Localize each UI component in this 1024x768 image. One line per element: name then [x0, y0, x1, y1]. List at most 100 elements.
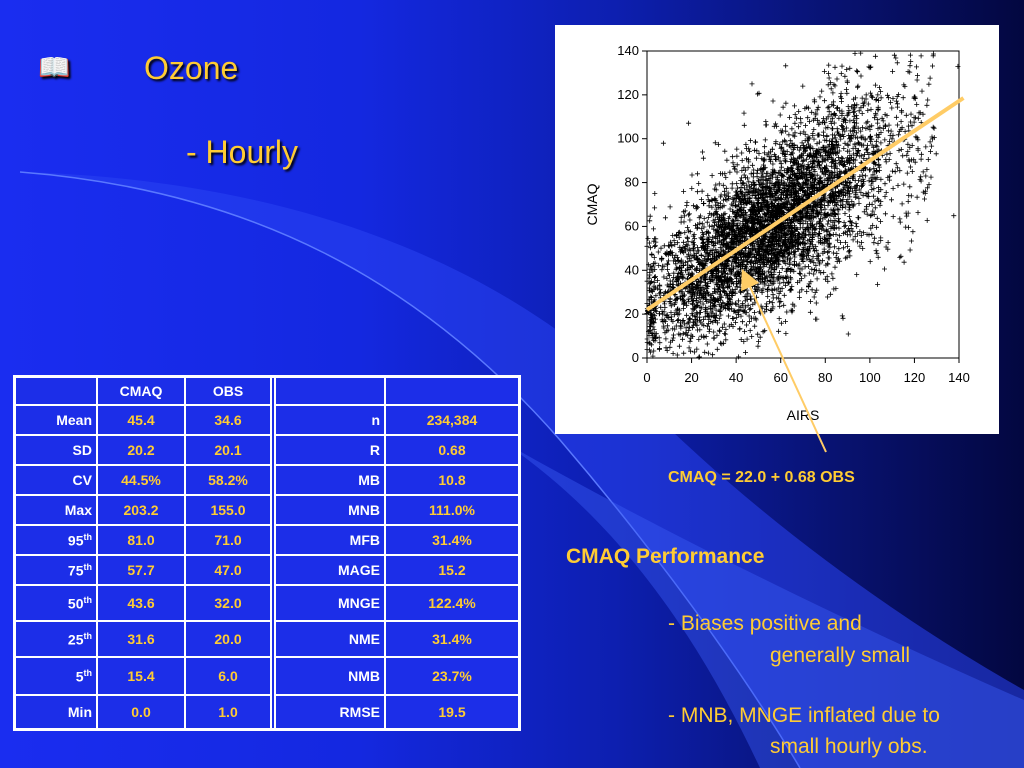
regression-equation: CMAQ = 22.0 + 0.68 OBS	[668, 469, 855, 486]
statistics-table: CMAQ OBS Mean 45.4 34.6 n 234,384 SD 20.2 20.1 R…	[13, 375, 521, 731]
metric-label: n	[274, 404, 386, 436]
metric-label: MFB	[274, 524, 386, 556]
x-tick-label: 0	[643, 370, 650, 385]
metric-label: MAGE	[274, 554, 386, 586]
row-label-suffix: th	[83, 531, 93, 542]
y-tick-label: 60	[625, 218, 639, 233]
row-label-text: 5	[75, 668, 84, 685]
metric-value: 10.8	[384, 464, 521, 496]
metric-value: 23.7%	[384, 656, 521, 696]
obs-value: 155.0	[184, 494, 272, 526]
y-tick-label: 140	[617, 43, 639, 58]
header-value-blank	[384, 375, 521, 406]
table-gap	[270, 657, 276, 695]
row-label-suffix: th	[83, 594, 93, 605]
metric-label: NMB	[274, 656, 386, 696]
cmaq-value: 0.0	[96, 694, 186, 730]
scatter-plot: 0 20 40 60 80 100 120 140 0 20 40 60 80 100 120 140 AIRS…	[555, 25, 999, 434]
obs-value: 71.0	[184, 524, 272, 556]
metric-value: 31.4%	[384, 620, 521, 658]
table-gap	[270, 555, 276, 585]
row-label: 50th	[13, 584, 98, 622]
metric-value: 122.4%	[384, 584, 521, 622]
row-label: 75th	[13, 554, 98, 586]
table-gap	[270, 621, 276, 657]
metric-label: RMSE	[274, 694, 386, 730]
obs-value: 20.1	[184, 434, 272, 466]
obs-value: 34.6	[184, 404, 272, 436]
table-row: 50th 43.6 32.0 MNGE 122.4%	[13, 584, 521, 622]
row-label-text: 75	[67, 562, 84, 579]
row-label-suffix: th	[83, 630, 93, 641]
table-gap	[270, 495, 276, 525]
row-label-text: Min	[67, 703, 92, 720]
metric-value: 0.68	[384, 434, 521, 466]
metric-value: 15.2	[384, 554, 521, 586]
table-row: Mean 45.4 34.6 n 234,384	[13, 404, 521, 436]
cmaq-value: 45.4	[96, 404, 186, 436]
row-label: CV	[13, 464, 98, 496]
table-row: Min 0.0 1.0 RMSE 19.5	[13, 694, 521, 730]
obs-value: 1.0	[184, 694, 272, 730]
cmaq-value: 20.2	[96, 434, 186, 466]
row-label-suffix: th	[83, 561, 93, 572]
row-label: 95th	[13, 524, 98, 556]
slide-subtitle: - Hourly	[186, 134, 299, 170]
performance-bullet-1: - Biases positive and	[668, 612, 862, 635]
y-tick-label: 80	[625, 175, 639, 190]
obs-value: 6.0	[184, 656, 272, 696]
cmaq-value: 43.6	[96, 584, 186, 622]
row-label: 5th	[13, 656, 98, 696]
x-tick-label: 80	[818, 370, 832, 385]
cmaq-value: 44.5%	[96, 464, 186, 496]
cmaq-value: 15.4	[96, 656, 186, 696]
x-tick-label: 120	[904, 370, 926, 385]
y-tick-label: 40	[625, 262, 639, 277]
obs-value: 32.0	[184, 584, 272, 622]
metric-label: R	[274, 434, 386, 466]
row-label-text: Mean	[56, 412, 92, 428]
obs-value: 58.2%	[184, 464, 272, 496]
table-gap	[270, 465, 276, 495]
row-label-text: CV	[72, 472, 92, 488]
row-label-text: 50	[67, 595, 84, 612]
metric-value: 111.0%	[384, 494, 521, 526]
row-label-text: SD	[72, 442, 92, 458]
y-axis-label: CMAQ	[584, 183, 600, 225]
slide-title: Ozone	[144, 50, 239, 86]
metric-label: MB	[274, 464, 386, 496]
scatter-plot-svg: 0 20 40 60 80 100 120 140 0 20 40 60 80 100 120 140 AIRS…	[584, 43, 970, 423]
table-gap	[270, 525, 276, 555]
row-label: Min	[13, 694, 98, 730]
x-tick-label: 20	[684, 370, 698, 385]
performance-bullet-2: - MNB, MNGE inflated due to	[668, 704, 940, 727]
table-row: CV 44.5% 58.2% MB 10.8	[13, 464, 521, 496]
table-gap	[270, 405, 276, 435]
metric-label: MNGE	[274, 584, 386, 622]
performance-title: CMAQ Performance	[566, 545, 765, 568]
x-axis-label: AIRS	[787, 407, 820, 423]
table-header-row: CMAQ OBS	[13, 375, 521, 406]
row-label-suffix: th	[83, 667, 93, 678]
y-tick-label: 20	[625, 306, 639, 321]
row-label-text: 95	[67, 532, 84, 549]
performance-bullet-2-cont: small hourly obs.	[770, 735, 928, 758]
table-gap	[270, 435, 276, 465]
table-row: 75th 57.7 47.0 MAGE 15.2	[13, 554, 521, 586]
header-blank	[13, 375, 98, 406]
y-tick-label: 120	[617, 87, 639, 102]
header-metric-blank	[274, 375, 386, 406]
obs-value: 47.0	[184, 554, 272, 586]
regression-line	[645, 96, 965, 312]
metric-value: 234,384	[384, 404, 521, 436]
table-row: SD 20.2 20.1 R 0.68	[13, 434, 521, 466]
header-cmaq: CMAQ	[96, 375, 186, 406]
row-label-text: 25	[67, 631, 84, 648]
row-label: 25th	[13, 620, 98, 658]
metric-value: 31.4%	[384, 524, 521, 556]
row-label: SD	[13, 434, 98, 466]
table-row: Max 203.2 155.0 MNB 111.0%	[13, 494, 521, 526]
table-gap	[270, 695, 276, 729]
table-gap	[270, 585, 276, 621]
